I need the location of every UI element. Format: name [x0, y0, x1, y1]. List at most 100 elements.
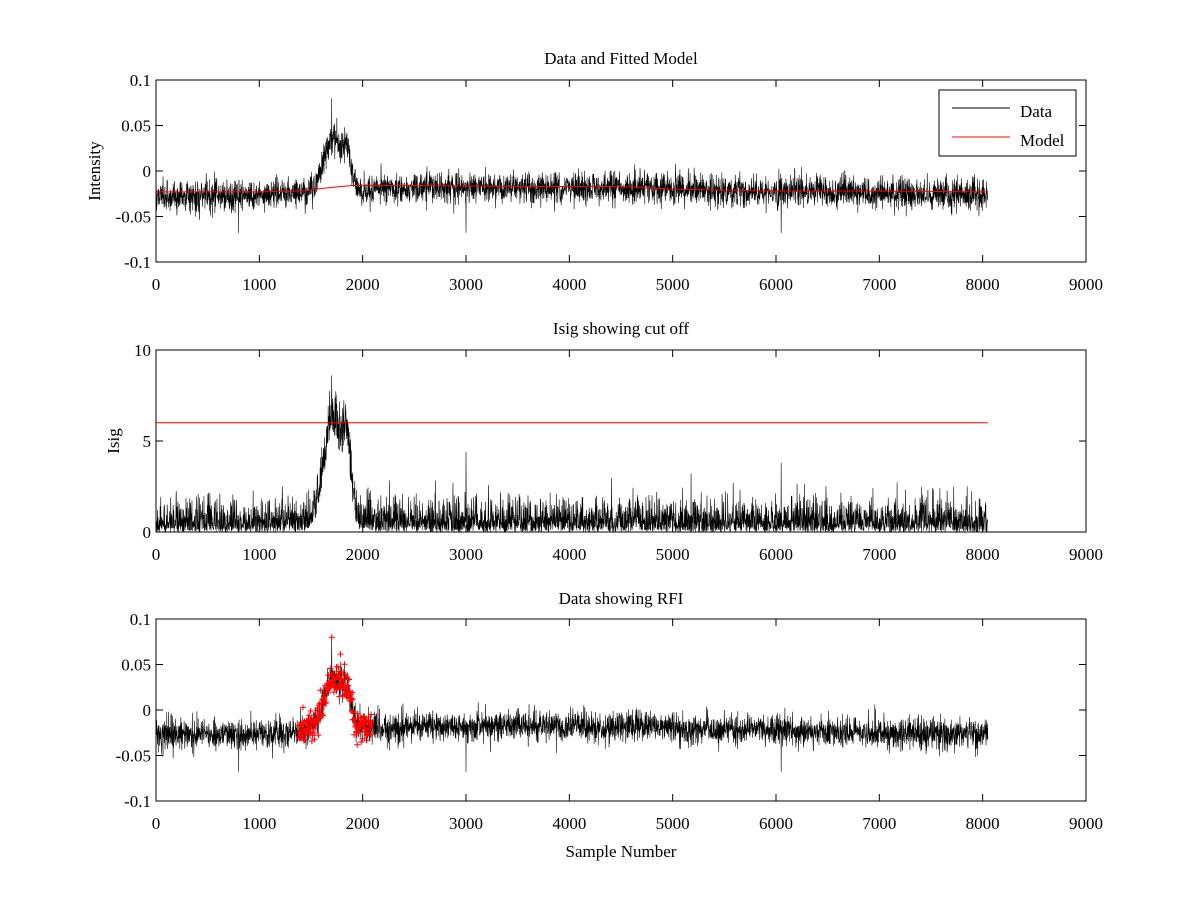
y-tick-label: 0.05 [121, 656, 151, 675]
rfi-marker [344, 683, 351, 690]
x-tick-label: 6000 [759, 814, 793, 833]
rfi-marker [359, 735, 366, 742]
plot-title: Data and Fitted Model [544, 49, 698, 68]
rfi-marker [345, 682, 352, 689]
rfi-marker [328, 634, 335, 641]
rfi-marker [337, 672, 344, 679]
rfi-marker [354, 741, 361, 748]
x-tick-label: 7000 [862, 275, 896, 294]
series-group [156, 375, 989, 532]
rfi-marker [361, 722, 368, 729]
rfi-marker [349, 689, 356, 696]
y-tick-label: -0.05 [116, 208, 151, 227]
rfi-marker [337, 675, 344, 682]
rfi-marker [341, 661, 348, 668]
rfi-marker [319, 711, 326, 718]
x-tick-label: 5000 [656, 275, 690, 294]
y-tick-label: 5 [143, 432, 152, 451]
x-tick-label: 9000 [1069, 545, 1103, 564]
series-model-line [156, 185, 988, 193]
rfi-marker [301, 737, 308, 744]
series-group [156, 634, 989, 772]
rfi-marker [299, 704, 306, 711]
series-isig-line [156, 375, 989, 532]
rfi-marker [322, 699, 329, 706]
x-tick-label: 2000 [346, 545, 380, 564]
y-tick-label: -0.05 [116, 747, 151, 766]
rfi-marker [360, 722, 367, 729]
plot-area: 0 1000 2000 3000 4000 5000 6000 7000 8000 9000 -0.… [116, 71, 1103, 294]
rfi-marker [349, 696, 356, 703]
plot-area: 0 1000 2000 3000 4000 5000 6000 7000 8000 9000 0 5 1… [134, 341, 1103, 564]
legend-label-model: Model [1020, 131, 1065, 150]
rfi-marker [346, 676, 353, 683]
y-tick-label: 0.1 [130, 610, 151, 629]
series-data-line [156, 637, 989, 772]
x-tick-label: 2000 [346, 275, 380, 294]
series-rfi-markers [295, 634, 375, 748]
subplot-data-showing-rfi: Data showing RFI 0 1000 2000 3000 4000 5000 60… [116, 589, 1103, 861]
rfi-marker [356, 727, 363, 734]
rfi-marker [368, 719, 375, 726]
y-tick-label: 0.05 [121, 117, 151, 136]
rfi-marker [311, 712, 318, 719]
x-tick-label: 3000 [449, 814, 483, 833]
x-tick-label: 5000 [656, 545, 690, 564]
y-tick-label: 0.1 [130, 71, 151, 90]
subplot-isig-showing-cut-off: Isig showing cut off Isig 0 1000 2000 3000 4… [104, 319, 1103, 564]
rfi-marker [332, 685, 339, 692]
x-tick-label: 1000 [242, 275, 276, 294]
legend-box [938, 89, 1077, 157]
x-tick-label: 0 [152, 814, 161, 833]
rfi-marker [330, 689, 337, 696]
x-tick-label: 8000 [966, 545, 1000, 564]
x-tick-label: 4000 [552, 275, 586, 294]
rfi-marker [322, 691, 329, 698]
plot-area: 0 1000 2000 3000 4000 5000 6000 7000 8000 9000 -0.… [116, 610, 1103, 833]
y-axis-label: Isig [104, 428, 123, 454]
legend: Data Model [938, 89, 1077, 157]
y-tick-label: 0 [143, 523, 152, 542]
rfi-marker [367, 731, 374, 738]
rfi-marker [308, 729, 314, 736]
x-tick-label: 8000 [966, 275, 1000, 294]
rfi-marker [327, 665, 334, 672]
x-tick-label: 4000 [552, 545, 586, 564]
x-tick-label: 9000 [1069, 814, 1103, 833]
x-tick-label: 0 [152, 545, 161, 564]
x-tick-label: 7000 [862, 545, 896, 564]
x-tick-label: 4000 [552, 814, 586, 833]
rfi-marker [300, 737, 307, 744]
rfi-marker [337, 651, 344, 658]
rfi-marker [311, 729, 318, 736]
x-tick-label: 6000 [759, 545, 793, 564]
x-tick-label: 7000 [862, 814, 896, 833]
x-tick-label: 1000 [242, 545, 276, 564]
series-data-line [156, 98, 989, 233]
y-tick-label: 10 [134, 341, 151, 360]
x-tick-label: 6000 [759, 275, 793, 294]
rfi-marker [363, 737, 370, 744]
rfi-marker [315, 732, 322, 739]
rfi-marker [334, 686, 341, 693]
series-group [156, 98, 989, 233]
y-tick-label: 0 [143, 701, 152, 720]
y-axis-label: Intensity [85, 141, 104, 201]
plot-title: Data showing RFI [559, 589, 684, 608]
rfi-marker [352, 716, 359, 723]
rfi-marker [311, 736, 318, 743]
rfi-marker [302, 721, 309, 728]
rfi-marker [366, 726, 373, 733]
y-tick-label: -0.1 [124, 792, 151, 811]
rfi-marker [358, 739, 365, 746]
rfi-marker [336, 693, 343, 700]
rfi-marker [320, 712, 327, 719]
x-tick-label: 5000 [656, 814, 690, 833]
rfi-marker [354, 710, 361, 717]
x-tick-label: 0 [152, 275, 161, 294]
y-tick-label: -0.1 [124, 253, 151, 272]
legend-label-data: Data [1020, 102, 1053, 121]
x-tick-label: 1000 [242, 814, 276, 833]
rfi-marker [348, 695, 355, 702]
